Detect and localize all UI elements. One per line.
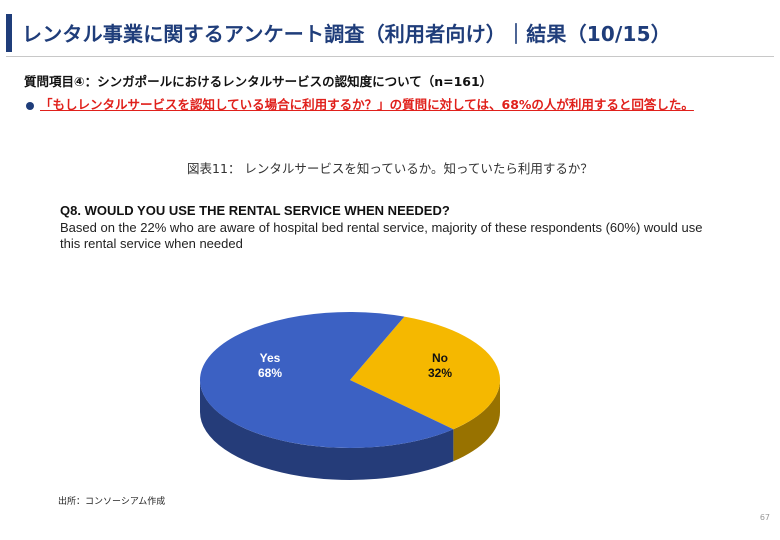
bullet-icon <box>26 102 34 110</box>
pie-value-yes: 68% <box>258 366 282 380</box>
source-note: 出所：コンソーシアム作成 <box>58 497 166 507</box>
question-title: Q8. WOULD YOU USE THE RENTAL SERVICE WHE… <box>60 203 450 218</box>
title-accent-bar <box>6 14 12 52</box>
question-subtitle: Based on the 22% who are aware of hospit… <box>60 220 703 251</box>
pie-label-no: No <box>432 351 448 365</box>
key-finding: 「もしレンタルサービスを認知している場合に利用するか？」の質問に対しては、68%… <box>40 97 694 112</box>
pie-value-no: 32% <box>428 366 452 380</box>
figure-caption: 図表11： レンタルサービスを知っているか。知っていたら利用するか？ <box>187 161 593 176</box>
pie-slice-yes <box>200 312 454 448</box>
title-divider <box>6 56 774 57</box>
pie-slice-no <box>350 316 500 430</box>
section-heading: 質問項目④：シンガポールにおけるレンタルサービスの認知度について（n=161） <box>24 74 493 89</box>
page-number: 67 <box>759 513 770 522</box>
pie-side-no <box>453 380 500 462</box>
pie-side-yes <box>200 380 454 480</box>
pie-label-yes: Yes <box>260 351 281 365</box>
page-title: レンタル事業に関するアンケート調査（利用者向け）｜結果（10/15） <box>22 22 671 46</box>
